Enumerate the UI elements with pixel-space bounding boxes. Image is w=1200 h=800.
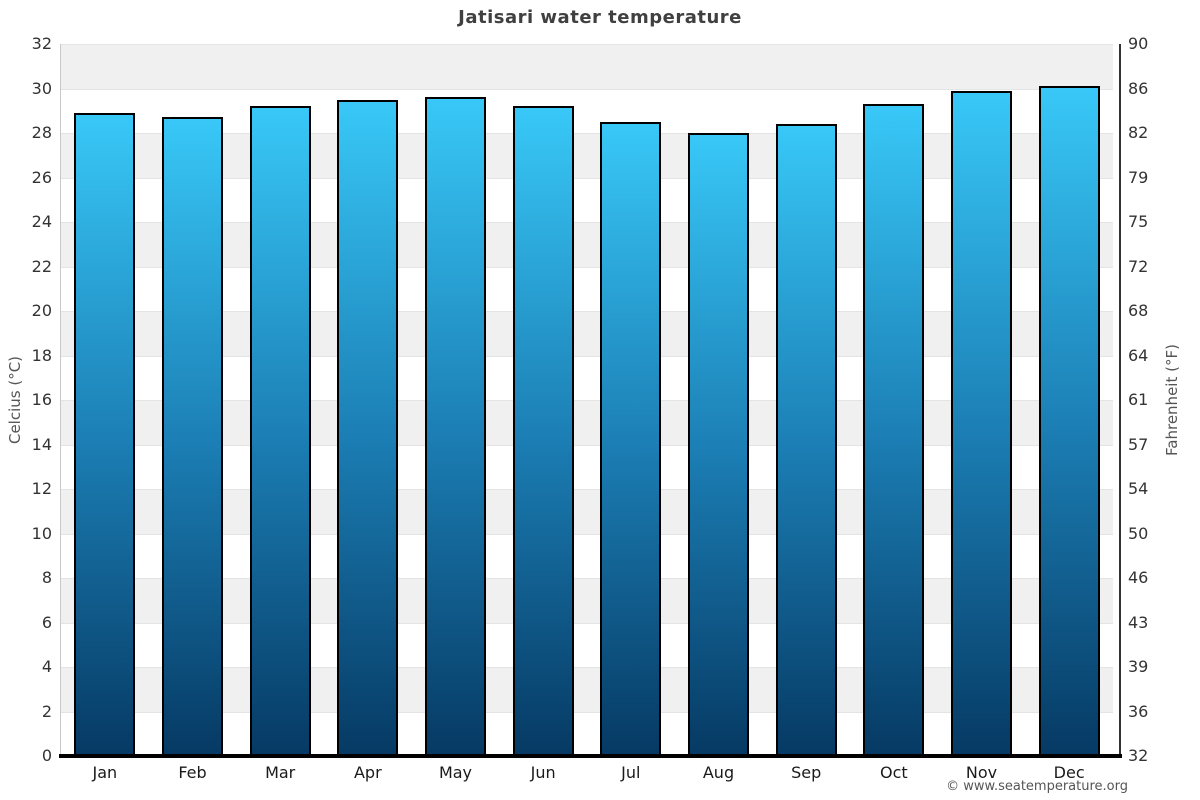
right-axis-tick-36: 36 — [1128, 701, 1149, 721]
bar-nov — [951, 90, 1012, 756]
plot-band — [61, 667, 1113, 712]
bar-jun — [512, 106, 574, 756]
x-axis-label-mar: Mar — [265, 763, 296, 782]
left-axis-tick-28: 28 — [31, 123, 52, 142]
plot-band — [61, 177, 1113, 222]
x-axis-label-jan: Jan — [92, 763, 118, 782]
x-axis-label-may: May — [438, 763, 473, 782]
x-axis-label-aug: Aug — [702, 763, 735, 782]
left-axis-tick-20: 20 — [31, 301, 52, 320]
x-axis-label-jul: Jul — [621, 763, 641, 782]
bar-aug — [688, 133, 749, 756]
plot-band — [61, 222, 1113, 267]
bar-jul — [600, 121, 662, 756]
left-axis-tick-18: 18 — [31, 345, 52, 365]
left-axis-tick-10: 10 — [31, 523, 52, 543]
left-axis-tick-16: 16 — [31, 390, 52, 409]
plot-band — [61, 44, 1113, 89]
right-axis-tick-79: 79 — [1128, 167, 1149, 187]
copyright-attribution: © www.seatemperature.org — [946, 779, 1128, 794]
x-axis-label-sep: Sep — [791, 763, 822, 782]
right-axis-tick-61: 61 — [1128, 390, 1149, 409]
left-axis-tick-6: 6 — [41, 612, 52, 632]
left-axis-tick-4: 4 — [41, 657, 52, 676]
right-axis-tick-90: 90 — [1128, 34, 1149, 53]
bar-may — [425, 97, 486, 756]
x-axis-label-jun: Jun — [530, 763, 556, 782]
right-axis-tick-57: 57 — [1128, 434, 1149, 454]
right-axis-tick-68: 68 — [1128, 301, 1149, 320]
plot-band — [61, 622, 1113, 667]
right-axis-tick-54: 54 — [1128, 479, 1149, 498]
x-axis-label-apr: Apr — [353, 763, 382, 782]
right-axis-tick-72: 72 — [1128, 256, 1149, 276]
left-axis-tick-12: 12 — [31, 479, 52, 498]
plot-band — [61, 133, 1113, 178]
plot-band — [61, 355, 1113, 400]
plot-band — [61, 88, 1113, 133]
plot-area — [61, 44, 1113, 756]
bar-oct — [863, 104, 925, 756]
right-axis-tick-46: 46 — [1128, 568, 1149, 587]
right-axis-tick-43: 43 — [1128, 612, 1149, 632]
bar-jan — [74, 112, 136, 756]
plot-band — [61, 400, 1113, 445]
left-axis-tick-2: 2 — [41, 701, 52, 721]
right-axis-line — [1119, 44, 1121, 756]
plot-band — [61, 311, 1113, 356]
x-axis-label-feb: Feb — [178, 763, 207, 782]
bar-dec — [1038, 86, 1100, 756]
left-axis-line — [60, 44, 61, 756]
chart-title: Jatisari water temperature — [458, 7, 742, 28]
right-axis-tick-75: 75 — [1128, 212, 1149, 231]
bottom-axis-line — [59, 754, 1122, 758]
right-axis-tick-82: 82 — [1128, 123, 1149, 142]
right-axis-tick-64: 64 — [1128, 345, 1149, 365]
left-axis-tick-22: 22 — [31, 256, 52, 276]
bar-mar — [249, 106, 311, 756]
plot-band — [61, 266, 1113, 311]
left-axis-tick-26: 26 — [31, 167, 52, 187]
plot-band — [61, 578, 1113, 623]
bar-apr — [337, 99, 399, 756]
left-axis-tick-24: 24 — [31, 212, 52, 231]
plot-band — [61, 444, 1113, 489]
right-axis-tick-32: 32 — [1128, 746, 1149, 765]
right-axis-title: Fahrenheit (°F) — [1163, 344, 1181, 456]
plot-band — [61, 489, 1113, 534]
bar-feb — [162, 117, 223, 756]
left-axis-tick-14: 14 — [31, 434, 52, 454]
left-axis-tick-0: 0 — [41, 746, 52, 765]
right-axis-tick-50: 50 — [1128, 523, 1149, 543]
bar-sep — [775, 124, 837, 756]
plot-band — [61, 533, 1113, 578]
right-axis-tick-39: 39 — [1128, 657, 1149, 676]
plot-band — [61, 711, 1113, 756]
right-axis-tick-86: 86 — [1128, 78, 1149, 98]
left-axis-tick-30: 30 — [31, 78, 52, 98]
left-axis-tick-32: 32 — [31, 34, 52, 53]
x-axis-label-dec: Dec — [1053, 763, 1085, 782]
left-axis-tick-8: 8 — [41, 568, 52, 587]
x-axis-label-nov: Nov — [965, 763, 998, 782]
x-axis-label-oct: Oct — [879, 763, 908, 782]
left-axis-title: Celcius (°C) — [6, 355, 24, 445]
